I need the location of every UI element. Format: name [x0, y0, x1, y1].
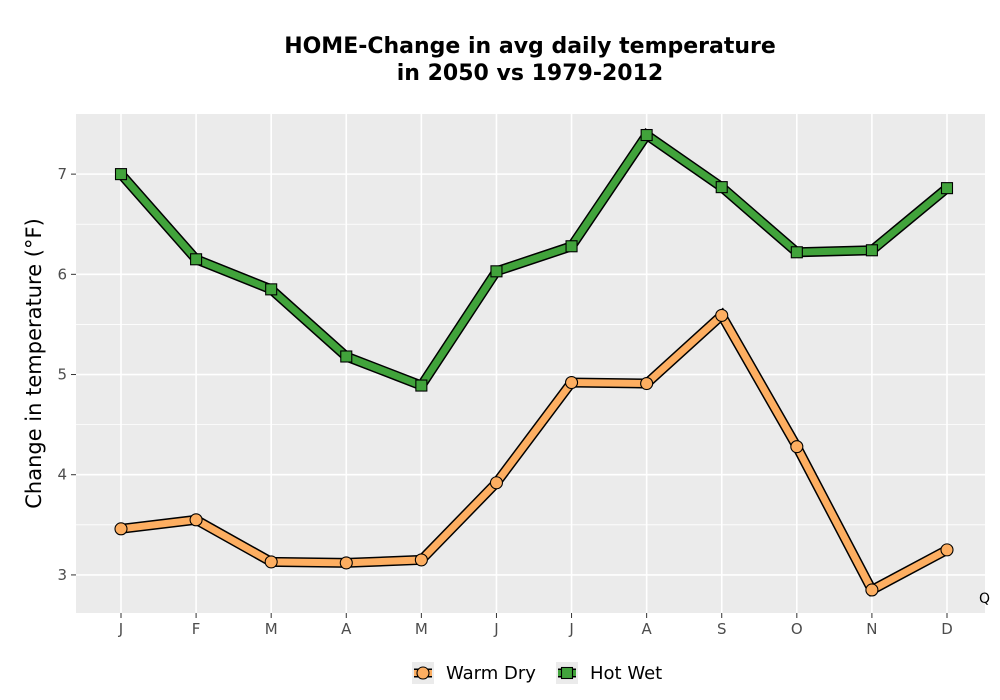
x-tick-label: S: [717, 620, 727, 638]
legend-item-hot-wet: Hot Wet: [556, 662, 662, 684]
chart-title: HOME-Change in avg daily temperature in …: [0, 33, 1000, 87]
data-point: [790, 440, 804, 454]
x-tick-label: F: [192, 620, 201, 638]
series-line: [118, 130, 950, 390]
series-hot-wet: [114, 128, 954, 392]
x-tick-label: O: [791, 620, 803, 638]
legend: Warm Dry Hot Wet: [412, 662, 662, 684]
data-point: [339, 556, 353, 570]
data-point: [790, 246, 803, 259]
data-point: [114, 168, 128, 181]
legend-marker: [416, 666, 430, 680]
y-tick-label: 6: [57, 265, 67, 283]
series-line: [120, 309, 949, 595]
legend-label: Hot Wet: [590, 663, 662, 684]
data-point: [190, 253, 203, 266]
axis-layer: 3 4 5 6 7 J F M A M J J A S O N D: [57, 165, 952, 638]
data-point: [490, 265, 503, 278]
series-warm-dry: [114, 307, 954, 597]
x-tick-label: A: [642, 620, 653, 638]
y-tick-label: 7: [57, 165, 67, 183]
x-tick-label: M: [265, 620, 278, 638]
legend-label: Warm Dry: [446, 663, 536, 684]
corner-annotation: Q: [979, 591, 990, 607]
x-tick-label: N: [866, 620, 877, 638]
y-tick-label: 4: [57, 466, 67, 484]
data-point: [340, 350, 353, 363]
x-tick-label: J: [568, 620, 573, 638]
y-tick-label: 3: [57, 566, 67, 584]
data-point: [265, 283, 278, 296]
data-point: [640, 128, 653, 142]
legend-marker: [560, 666, 574, 680]
chart-title-line1: HOME-Change in avg daily temperature: [284, 34, 776, 59]
x-tick-label: D: [941, 620, 953, 638]
data-point: [415, 379, 428, 392]
grid-layer: [76, 114, 985, 613]
series-layer: [114, 128, 954, 597]
data-point: [189, 513, 203, 527]
data-point: [865, 583, 879, 597]
x-tick-label: J: [118, 620, 123, 638]
y-tick-label: 5: [57, 366, 67, 384]
data-point: [489, 476, 504, 490]
plot-panel: [76, 114, 985, 613]
x-tick-label: M: [415, 620, 428, 638]
y-axis-title: Change in temperature (°F): [22, 218, 46, 509]
data-point: [715, 181, 728, 194]
data-point: [264, 555, 278, 569]
chart-title-line2: in 2050 vs 1979-2012: [396, 61, 664, 86]
data-point: [565, 240, 578, 253]
legend-item-warm-dry: Warm Dry: [412, 662, 536, 684]
data-point: [114, 522, 128, 536]
data-point: [564, 375, 579, 390]
data-point: [865, 244, 878, 257]
data-point: [640, 376, 654, 391]
data-point: [414, 553, 428, 567]
data-point: [940, 182, 954, 195]
x-tick-label: J: [493, 620, 498, 638]
data-point: [940, 543, 954, 557]
x-tick-label: A: [341, 620, 352, 638]
data-point: [715, 308, 729, 322]
